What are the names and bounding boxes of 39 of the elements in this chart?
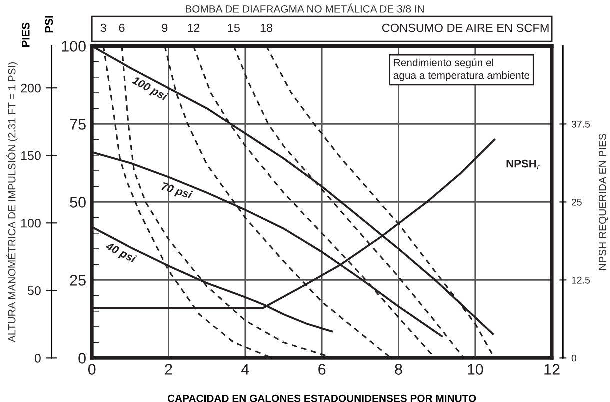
chart-title: BOMBA DE DIAFRAGMA NO METÁLICA DE 3/8 IN (186, 4, 424, 13)
x-tick-label: 6 (318, 364, 326, 375)
series-label: 9 (162, 24, 168, 32)
x-axis-title: CAPACIDAD EN GALONES ESTADOUNIDENSES POR MINUTO (168, 394, 476, 402)
y-tick-label: 75 (70, 119, 86, 130)
series-label: 3 (100, 24, 106, 32)
y2-tick-label: 0 (572, 354, 577, 362)
series-label: 18 (260, 24, 273, 32)
y3-axis-title: ALTURA MANOMÉTRICA DE IMPULSIÓN (2.31 FT = 1 PSI) (6, 62, 18, 343)
x-tick-label: 8 (395, 364, 402, 375)
x-tick-label: 10 (468, 364, 484, 375)
x-tick-label: 2 (165, 364, 172, 375)
y-tick-label: 25 (70, 275, 86, 286)
y3-tick-label: 100 (22, 218, 41, 228)
series-label: 12 (188, 24, 200, 32)
text: 70 psi (160, 182, 194, 202)
y-tick-label: 100 (62, 41, 86, 52)
annotation: Rendimiento según el agua a temperatura ambiente (394, 58, 530, 82)
text: 100 psi (130, 76, 169, 104)
y3-tick-label: 200 (21, 84, 41, 93)
series-label: 15 (228, 24, 240, 32)
series-label: 6 (119, 24, 125, 32)
x-tick-label: 4 (242, 364, 250, 375)
text: NPSH$_{r}$ (506, 160, 541, 170)
y-tick-label: 0 (78, 353, 86, 364)
y-axis-title: PSI (45, 16, 54, 33)
text: 40 psi (104, 242, 138, 266)
y2-axis-title: NPSH REQUERIDA EN PIES (599, 134, 608, 270)
y3-tick-label: 0 (34, 354, 41, 363)
y3-tick-label: 150 (22, 151, 41, 160)
y2-tick-label: 25 (572, 198, 582, 206)
x-tick-label: 0 (88, 364, 96, 375)
y2-tick-label: 12.5 (572, 276, 590, 284)
text: PIES (22, 22, 30, 48)
y2-tick-label: 37.5 (572, 120, 590, 128)
text: CONSUMO DE AIRE EN SCFM (382, 24, 549, 32)
y3-tick-label: 50 (28, 286, 41, 296)
x-tick-label: 12 (544, 364, 560, 375)
y-tick-label: 50 (70, 197, 86, 208)
